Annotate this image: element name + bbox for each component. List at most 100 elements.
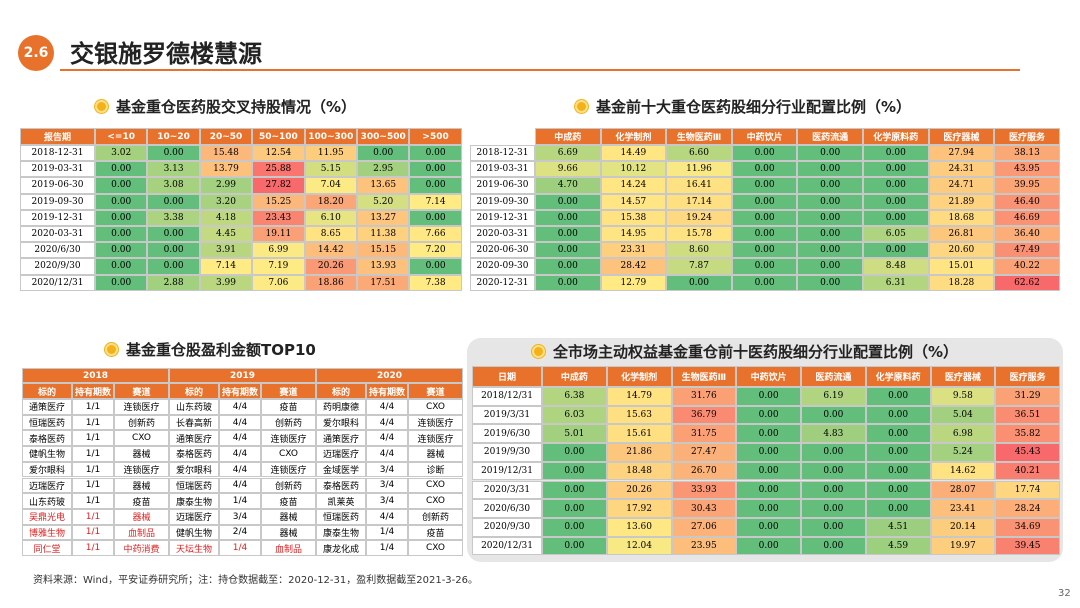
heat-cell: 0.00: [535, 209, 601, 226]
heat-cell: 8.60: [666, 242, 732, 259]
heat-cell: 0.00: [863, 242, 929, 259]
header-cell: >500: [409, 128, 462, 145]
heat-cell: 19.97: [930, 536, 996, 556]
heat-cell: 11.38: [357, 226, 410, 243]
header-cell: 赛道: [114, 383, 169, 399]
date-cell: 2020/9/30: [20, 258, 95, 275]
heat-cell: 35.82: [995, 424, 1060, 444]
header-cell: 医药流通: [797, 128, 863, 145]
heat-cell: 0.00: [736, 405, 801, 425]
heat-cell: 6.98: [930, 424, 996, 444]
stock-cell: 迈瑞医疗: [169, 508, 219, 525]
heat-cell: 6.03: [542, 405, 607, 425]
stock-cell: 1/4: [219, 540, 261, 556]
heat-cell: 3.13: [147, 161, 200, 178]
header-cell: 化学原料药: [863, 128, 929, 145]
heat-cell: 13.79: [199, 161, 253, 178]
stock-cell: 4/4: [219, 446, 261, 462]
heat-cell: 0.00: [801, 461, 866, 481]
stock-cell: 康泰生物: [316, 524, 366, 541]
stock-cell: 康泰生物: [169, 493, 219, 509]
stock-cell: 金域医学: [316, 461, 366, 478]
stock-cell: 器械: [261, 508, 316, 525]
title-rule: [60, 69, 1020, 71]
stock-cell: 通策医疗: [169, 430, 219, 447]
heat-cell: 24.31: [928, 161, 995, 178]
stock-cell: 2/4: [219, 524, 261, 541]
stock-cell: 连锁医疗: [408, 414, 463, 431]
heat-cell: 0.00: [409, 145, 462, 162]
heat-cell: 0.00: [865, 480, 931, 500]
stock-cell: 血制品: [261, 540, 316, 556]
heat-cell: 23.31: [600, 242, 667, 259]
date-cell: 2019/12/31: [472, 461, 542, 481]
heat-cell: 21.86: [606, 443, 672, 462]
stock-cell: 器械: [261, 524, 316, 541]
heat-cell: 7.38: [409, 274, 462, 291]
heat-cell: 7.06: [252, 274, 305, 291]
stock-cell: 健帆生物: [169, 524, 219, 541]
stock-cell: 山东药玻: [169, 399, 219, 415]
heat-cell: 7.19: [252, 258, 305, 275]
stock-cell: 创新药: [408, 508, 463, 525]
heat-cell: 14.24: [600, 177, 667, 194]
stock-cell: 4/4: [366, 508, 408, 525]
heat-cell: 5.01: [542, 424, 607, 444]
date-cell: 2019/3/31: [472, 405, 542, 425]
stock-cell: 疫苗: [261, 493, 316, 509]
stock-cell: CXO: [408, 477, 463, 494]
bullet: [532, 345, 545, 358]
heat-cell: 0.00: [731, 177, 798, 194]
heat-cell: 13.27: [357, 209, 410, 226]
heat-cell: 15.48: [199, 145, 253, 162]
stock-cell: 通策医疗: [22, 399, 72, 415]
heat-cell: 0.00: [731, 145, 798, 162]
heat-cell: 0.00: [736, 443, 801, 462]
date-cell: 2019-06-30: [470, 177, 535, 194]
heat-cell: 0.00: [797, 161, 863, 178]
header-cell: 10~20: [147, 128, 200, 145]
heat-cell: 0.00: [542, 443, 607, 462]
stock-cell: 1/1: [72, 430, 114, 447]
heat-cell: 0.00: [863, 161, 929, 178]
heat-cell: 27.06: [671, 517, 737, 537]
stock-cell: 诊断: [408, 461, 463, 478]
heat-cell: 17.74: [995, 480, 1060, 500]
heat-cell: 0.00: [863, 193, 929, 210]
footer-source: 资料来源：Wind，平安证券研究所；注：持仓数据截至：2020-12-31，盈利…: [33, 575, 478, 586]
stock-cell: 4/4: [366, 446, 408, 462]
heat-cell: 0.00: [409, 161, 462, 178]
stock-cell: 博雅生物: [22, 524, 72, 541]
heat-cell: 23.95: [671, 536, 737, 556]
heat-cell: 31.76: [671, 387, 737, 406]
heat-cell: 46.40: [994, 193, 1060, 210]
heat-cell: 18.48: [606, 461, 672, 481]
heat-cell: 30.43: [671, 499, 737, 518]
heat-cell: 15.78: [666, 226, 732, 243]
stock-cell: 器械: [408, 446, 463, 462]
date-cell: 2019/9/30: [472, 443, 542, 462]
heat-cell: 0.00: [797, 193, 863, 210]
heat-cell: 0.00: [147, 226, 200, 243]
header-cell: 标的: [316, 383, 366, 399]
heat-cell: 23.41: [930, 499, 996, 518]
stock-cell: 创新药: [261, 414, 316, 431]
stock-cell: 4/4: [219, 414, 261, 431]
heat-cell: 12.54: [252, 145, 305, 162]
header-cell: <=10: [95, 128, 148, 145]
heat-cell: 27.82: [252, 177, 305, 194]
heat-cell: 0.00: [736, 499, 801, 518]
header-cell: 医疗器械: [930, 366, 996, 387]
bullet: [105, 343, 118, 356]
header-cell: 医药流通: [801, 366, 866, 387]
date-cell: 2019-09-30: [470, 193, 535, 210]
heat-cell: 0.00: [865, 405, 931, 425]
heat-cell: 0.00: [95, 274, 148, 291]
stock-cell: 天坛生物: [169, 540, 219, 556]
stock-cell: 疫苗: [114, 493, 169, 509]
header-cell: 生物医药Ⅲ: [666, 128, 732, 145]
header-cell: 报告期: [20, 128, 95, 145]
header-cell: 中药饮片: [731, 128, 798, 145]
heat-cell: 0.00: [535, 226, 601, 243]
heat-cell: 19.11: [252, 226, 305, 243]
